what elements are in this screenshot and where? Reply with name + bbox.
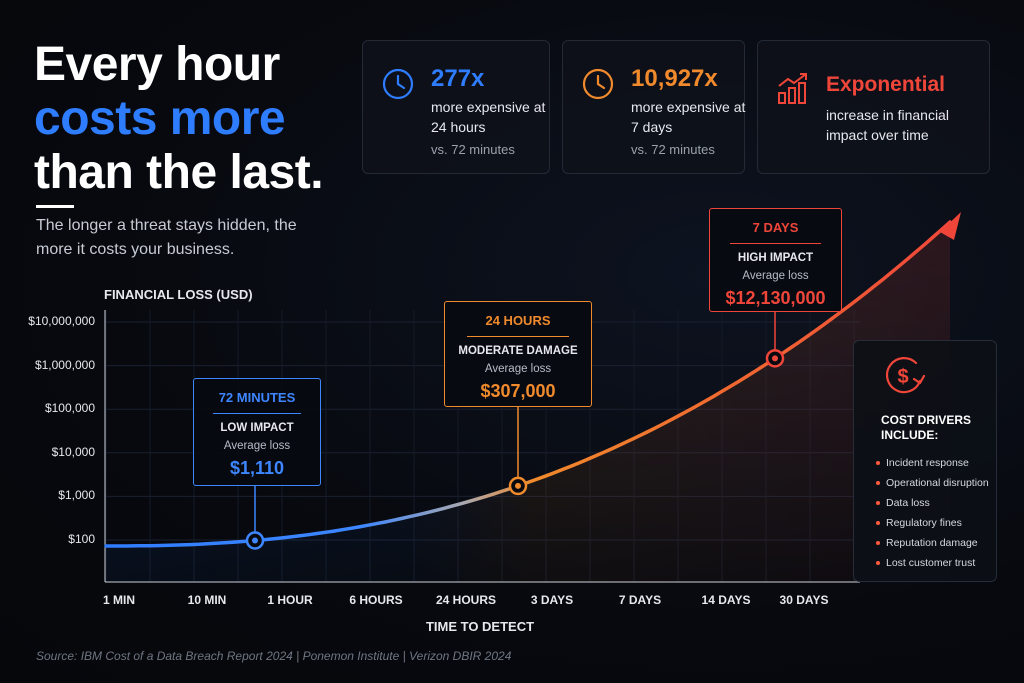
callout-title: 72 MINUTES <box>218 390 296 405</box>
data-point-dot <box>252 537 258 544</box>
stat-text: increase in financial impact over time <box>826 107 949 143</box>
cost-driver-item: Regulatory fines <box>876 517 989 537</box>
data-point-dot <box>515 482 521 489</box>
headline-underline <box>36 205 74 208</box>
callout-divider <box>466 336 570 337</box>
cost-driver-item: Operational disruption <box>876 477 989 497</box>
x-tick-label: 30 DAYS <box>779 593 829 607</box>
stat-note: vs. 72 minutes <box>431 142 515 157</box>
headline-line-3: than the last. <box>34 146 324 199</box>
callout-title: 24 HOURS <box>485 313 551 328</box>
headline-line-1: Every hour <box>34 38 280 91</box>
stat-text: more expensive at 24 hours <box>431 99 546 135</box>
cost-driver-item: Reputation damage <box>876 537 989 557</box>
source-note: Source: IBM Cost of a Data Breach Report… <box>36 649 512 663</box>
curve-arrowhead <box>940 212 961 240</box>
callout-title: 7 DAYS <box>752 220 799 235</box>
x-axis-title: TIME TO DETECT <box>425 619 535 634</box>
callout-impact: LOW IMPACT <box>220 422 294 434</box>
headline-line-2: costs more <box>34 92 286 145</box>
clock-icon <box>382 68 414 100</box>
stat-value: 10,927x <box>631 65 718 92</box>
callout-sublabel: Average loss <box>484 363 552 375</box>
stat-value: Exponential <box>826 73 946 96</box>
callout-divider <box>212 413 302 414</box>
cost-driver-item: Lost customer trust <box>876 557 989 577</box>
x-tick-label: 10 MIN <box>187 593 227 607</box>
cost-drivers-list: Incident response Operational disruption D… <box>876 457 989 577</box>
cost-drivers-title: COST DRIVERS INCLUDE: <box>881 413 972 442</box>
y-tick-label: $1,000 <box>58 488 95 503</box>
x-tick-label: 1 HOUR <box>267 593 313 607</box>
callout-divider <box>729 243 822 244</box>
y-tick-label: $10,000,000 <box>28 314 95 328</box>
callout-7-days: 7 DAYS HIGH IMPACT Average loss $12,130,… <box>709 208 842 312</box>
x-tick-label: 7 DAYS <box>618 593 662 607</box>
stat-value: 277x <box>431 65 485 92</box>
stat-note: vs. 72 minutes <box>631 142 715 157</box>
stat-card-exponential: Exponential increase in financial impact… <box>757 40 990 174</box>
callout-value: $12,130,000 <box>725 288 826 308</box>
callout-value: $1,110 <box>229 458 285 478</box>
cost-driver-item: Incident response <box>876 457 989 477</box>
x-tick-label: 14 DAYS <box>701 593 751 607</box>
svg-text:$: $ <box>897 366 908 388</box>
x-tick-label: 1 MIN <box>102 593 136 607</box>
x-tick-label: 3 DAYS <box>530 593 574 607</box>
stat-card-24h: 277x more expensive at 24 hours vs. 72 m… <box>362 40 550 174</box>
callout-impact: HIGH IMPACT <box>737 252 814 264</box>
cost-drivers-panel: $ COST DRIVERS INCLUDE: Incident respons… <box>853 340 997 582</box>
x-tick-label: 6 HOURS <box>349 593 403 607</box>
headline-subtitle: The longer a threat stays hidden, the mo… <box>36 217 297 258</box>
callout-24-hours: 24 HOURS MODERATE DAMAGE Average loss $3… <box>444 301 592 407</box>
clock-icon <box>582 68 614 100</box>
cost-driver-item: Data loss <box>876 497 989 517</box>
y-tick-label: $10,000 <box>51 444 95 459</box>
stat-card-7d: 10,927x more expensive at 7 days vs. 72 … <box>562 40 745 174</box>
x-tick-label: 24 HOURS <box>435 593 497 607</box>
callout-sublabel: Average loss <box>742 270 809 282</box>
callout-72-minutes: 72 MINUTES LOW IMPACT Average loss $1,11… <box>193 378 321 486</box>
y-tick-label: $100,000 <box>44 401 95 416</box>
y-axis-title: FINANCIAL LOSS (USD) <box>104 287 253 302</box>
stat-text: more expensive at 7 days <box>631 99 746 135</box>
data-point-dot <box>772 355 778 362</box>
loss-area <box>106 222 950 582</box>
callout-value: $307,000 <box>480 381 556 401</box>
callout-sublabel: Average loss <box>223 440 291 452</box>
rising-bar-chart-icon <box>778 73 807 104</box>
headline: Every hour costs more than the last. <box>34 38 324 200</box>
dollar-cycle-icon: $ <box>885 357 926 394</box>
y-tick-label: $100 <box>68 532 95 546</box>
y-tick-label: $1,000,000 <box>34 357 95 372</box>
callout-impact: MODERATE DAMAGE <box>458 345 578 357</box>
